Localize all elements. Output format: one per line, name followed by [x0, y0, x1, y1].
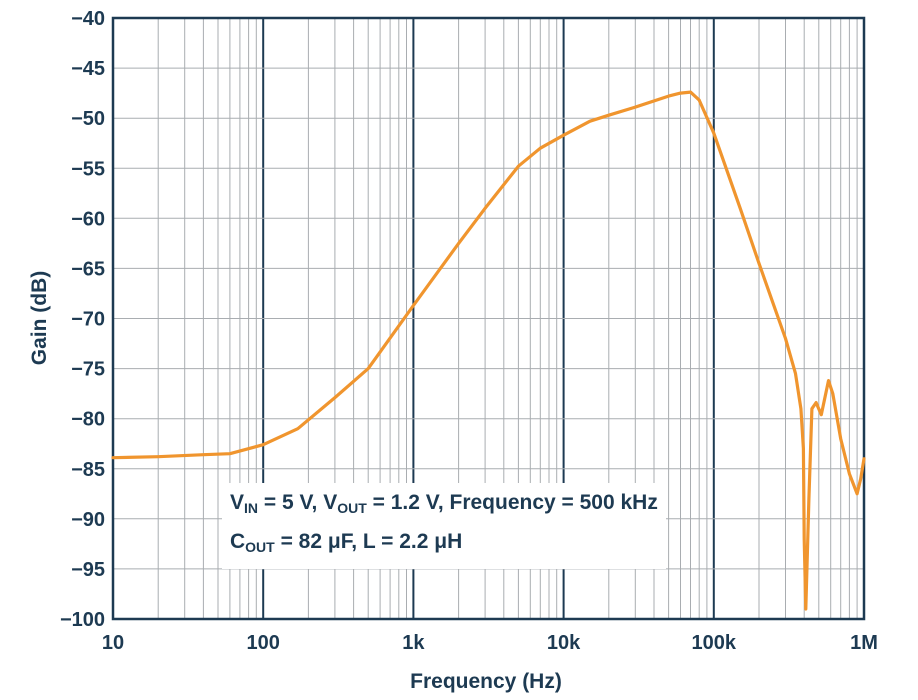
- plot-border: [111, 16, 866, 621]
- y-tick-label: −80: [71, 409, 105, 431]
- plot-frame: [111, 16, 866, 621]
- x-tick-label: 100k: [692, 632, 737, 654]
- annotation-subscript: IN: [244, 500, 259, 516]
- y-tick-label: −40: [71, 8, 105, 30]
- y-tick-label: −65: [71, 258, 105, 280]
- y-tick-label: −55: [71, 158, 105, 180]
- x-axis-ticks: 10 100 1k 10k 100k 1M: [102, 632, 878, 654]
- annotation-text: = 1.2 V, Frequency = 500 kHz: [366, 491, 658, 514]
- y-tick-label: −60: [71, 208, 105, 230]
- x-tick-label: 1M: [850, 632, 878, 654]
- y-tick-label: −70: [71, 309, 105, 331]
- annotation-box: VIN = 5 V, VOUT = 1.2 V, Frequency = 500…: [222, 483, 666, 569]
- y-axis-title: Gain (dB): [28, 271, 51, 366]
- y-tick-label: −100: [60, 609, 105, 631]
- annotation-text: = 5 V, V: [258, 491, 338, 514]
- y-tick-label: −85: [71, 459, 105, 481]
- y-tick-label: −90: [71, 509, 105, 531]
- annotation-line-1: VIN = 5 V, VOUT = 1.2 V, Frequency = 500…: [230, 486, 658, 525]
- y-tick-label: −50: [71, 108, 105, 130]
- annotation-text: C: [230, 530, 246, 553]
- x-tick-label: 10k: [547, 632, 581, 654]
- annotation-subscript: OUT: [337, 500, 367, 516]
- y-tick-label: −95: [71, 559, 105, 581]
- y-tick-label: −45: [71, 58, 105, 80]
- annotation-text: = 82 μF, L = 2.2 μH: [274, 530, 463, 553]
- series-group: [111, 90, 866, 611]
- x-tick-label: 100: [247, 632, 280, 654]
- x-axis-title: Frequency (Hz): [410, 670, 562, 693]
- y-tick-label: −75: [71, 359, 105, 381]
- gain-series-line: [111, 90, 866, 611]
- annotation-subscript: OUT: [245, 539, 275, 555]
- annotation-text: V: [230, 491, 245, 514]
- annotation-line-2: COUT = 82 μF, L = 2.2 μH: [230, 525, 658, 564]
- x-tick-label: 1k: [402, 632, 425, 654]
- x-tick-label: 10: [102, 632, 124, 654]
- y-axis-ticks: −40 −45 −50 −55 −60 −65 −70 −75 −80 −85 −90 −95 −100: [60, 8, 105, 631]
